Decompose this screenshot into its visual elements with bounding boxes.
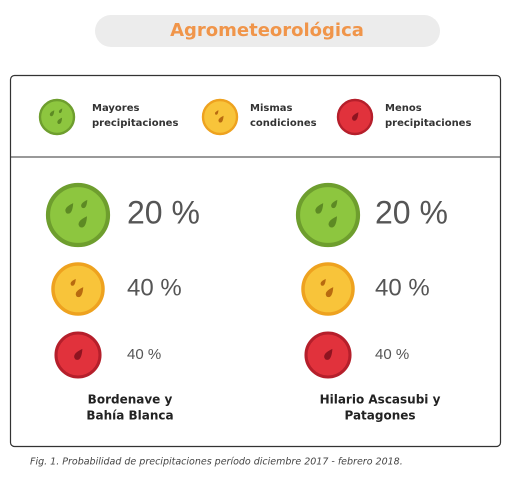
icon [304,331,352,379]
drop [81,199,88,209]
drop [49,110,55,117]
legend-label: condiciones [250,118,317,129]
panel [9,74,502,448]
location-label: Bordenave y [88,393,173,407]
legend-label: precipitaciones [92,118,178,129]
icon [201,98,239,136]
icon [45,182,111,248]
percentage: 40 % [375,274,430,301]
drop [74,348,83,360]
drop [70,278,76,286]
location-label: Hilario Ascasubi y [320,393,441,407]
icon-circle [51,262,105,316]
icon [38,98,76,136]
location-label: Bahía Blanca [86,409,173,423]
icon [301,262,355,316]
drop [218,115,224,123]
drop [214,110,219,115]
percentage: 40 % [375,346,409,363]
icon [336,98,374,136]
icon-circle [201,98,239,136]
drop [78,216,87,228]
drop [75,287,84,298]
legend-label: precipitaciones [385,118,471,129]
drop [315,203,324,214]
percentage: 20 % [375,194,448,230]
caption: Fig. 1. Probabilidad de precipitaciones … [30,457,403,468]
drop [65,203,74,214]
location-label: Patagones [344,409,415,423]
percentage: 40 % [127,346,161,363]
legend-label: Mismas [250,103,292,114]
icon-circle [38,98,76,136]
drop [352,112,359,121]
icon [51,262,105,316]
icon [295,182,361,248]
drop [57,117,63,125]
legend-label: Mayores [92,103,139,114]
drop [58,108,63,114]
drop [324,348,333,360]
percentage: 20 % [127,194,200,230]
icon [54,331,102,379]
drop [331,199,338,209]
title-pill [95,15,440,47]
icon-circle [295,182,361,248]
icon-circle [301,262,355,316]
title: Agrometeorológica [170,20,364,41]
legend-label: Menos [385,103,422,114]
drop [328,216,337,228]
drop [320,278,326,286]
drop [325,287,334,298]
percentage: 40 % [127,274,182,301]
icon-circle [45,182,111,248]
